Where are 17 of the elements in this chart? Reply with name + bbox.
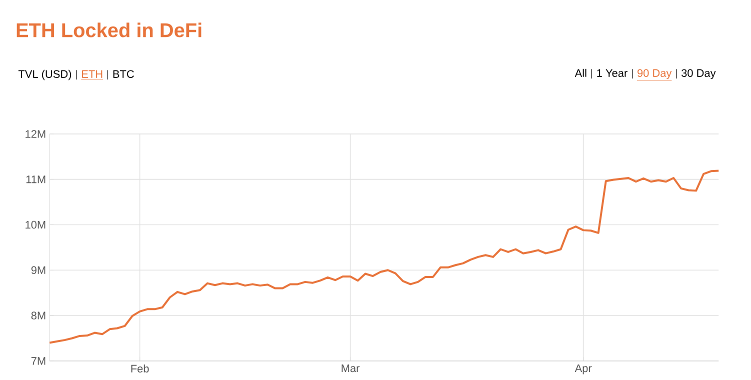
x-tick-label: Feb	[131, 364, 149, 373]
text: 1 Year	[597, 69, 628, 77]
text: 30 Day	[682, 69, 716, 80]
y-tick-label: 8M	[31, 312, 46, 320]
y-tick-label: 7M	[31, 357, 46, 365]
text: TVL (USD)	[18, 70, 72, 80]
text: BTC	[113, 70, 134, 78]
text: ETH	[82, 70, 102, 78]
y-tick-label: 12M	[26, 130, 46, 138]
x-tick-label: Mar	[342, 364, 360, 372]
y-tick-label: 9M	[31, 266, 46, 274]
y-tick-label: 11M	[26, 176, 46, 184]
chart-title: ETH Locked in DeFi	[16, 22, 202, 38]
text: 90 Day	[638, 69, 672, 80]
text: All	[574, 68, 586, 77]
x-tick-label: Apr	[574, 364, 592, 374]
y-tick-label: 10M	[26, 220, 46, 229]
